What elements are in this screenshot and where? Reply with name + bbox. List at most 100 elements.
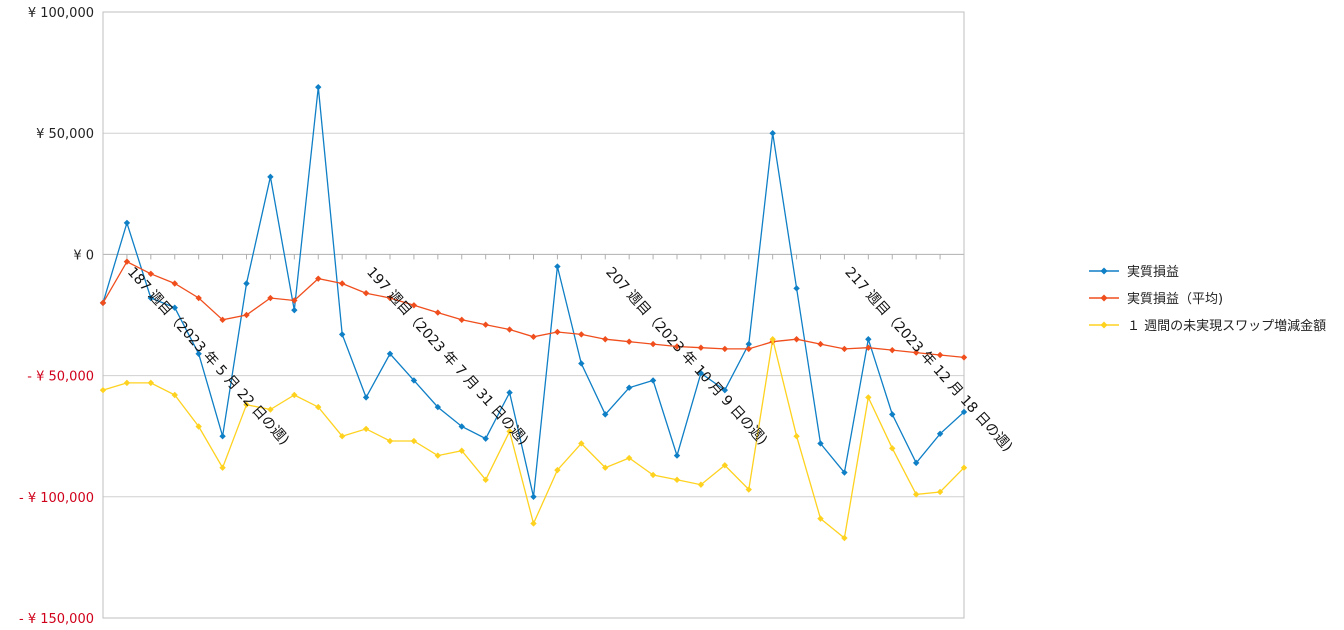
x-axis-label: 217 週目（2023 年 12 月 18 日の週) xyxy=(841,264,1015,455)
data-point xyxy=(219,464,226,471)
series-line xyxy=(102,87,965,497)
data-point xyxy=(865,336,872,343)
data-point xyxy=(649,471,657,479)
data-point xyxy=(434,309,442,316)
data-point xyxy=(147,270,155,277)
data-point xyxy=(291,391,298,399)
series-group xyxy=(99,83,968,542)
data-point xyxy=(721,462,729,469)
data-point xyxy=(482,476,489,484)
legend-swatch-marker xyxy=(1100,321,1108,329)
data-point xyxy=(267,406,274,413)
data-point xyxy=(673,452,681,459)
data-point xyxy=(458,447,465,454)
y-tick-label: - ¥ 150,000 xyxy=(19,612,94,627)
series-0 xyxy=(99,83,968,500)
data-point xyxy=(386,294,394,302)
data-point xyxy=(745,345,752,353)
plot-area xyxy=(102,11,965,619)
data-point xyxy=(171,304,178,311)
data-point xyxy=(841,345,848,353)
x-axis-label: 207 週目（2023 年 10 月 9 日の週) xyxy=(602,264,770,448)
gridlines xyxy=(102,11,965,619)
data-point xyxy=(219,316,226,324)
data-point xyxy=(362,425,370,433)
legend-label: １ 週間の未実現スワップ増減金額 xyxy=(1127,318,1326,334)
data-point xyxy=(817,515,824,522)
data-point xyxy=(243,280,250,287)
data-point xyxy=(171,280,178,287)
data-point xyxy=(243,311,250,319)
data-point xyxy=(506,326,513,333)
data-point xyxy=(267,173,274,181)
data-point xyxy=(649,340,657,348)
data-point xyxy=(912,459,920,467)
data-point xyxy=(817,440,824,447)
data-point xyxy=(195,294,202,302)
data-point xyxy=(506,428,513,435)
data-point xyxy=(602,336,609,343)
data-point xyxy=(219,433,226,440)
series-line xyxy=(102,260,965,359)
data-point xyxy=(243,401,250,408)
data-point xyxy=(99,386,107,394)
y-tick-label: ¥ 100,000 xyxy=(28,6,94,21)
data-point xyxy=(147,379,155,387)
data-point xyxy=(602,411,609,418)
data-point xyxy=(362,289,370,297)
data-point xyxy=(530,333,537,341)
data-point xyxy=(936,351,944,359)
data-point xyxy=(673,343,681,350)
data-point xyxy=(578,440,585,447)
legend-item: 実質損益 xyxy=(1089,264,1179,280)
y-axis-ticks: ¥ 100,000 ¥ 50,000 ¥ 0 - ¥ 50,000 - ¥ 100,00… xyxy=(19,6,94,627)
data-point xyxy=(506,389,513,396)
data-point xyxy=(291,306,298,314)
data-point xyxy=(386,437,394,445)
data-point xyxy=(697,481,705,488)
y-tick-label: - ¥ 100,000 xyxy=(19,491,94,506)
y-tick-label: ¥ 0 xyxy=(73,248,94,263)
data-point xyxy=(649,377,657,384)
data-point xyxy=(458,316,465,324)
data-point xyxy=(291,297,298,304)
data-point xyxy=(936,488,944,496)
data-point xyxy=(315,275,322,282)
data-point xyxy=(530,520,537,527)
data-point xyxy=(841,534,848,542)
data-point xyxy=(267,294,274,302)
data-point xyxy=(99,299,107,307)
data-point xyxy=(458,423,465,430)
data-point xyxy=(123,379,131,387)
data-point xyxy=(625,338,633,345)
data-point xyxy=(147,294,155,302)
data-point xyxy=(912,349,920,356)
data-point xyxy=(195,423,202,430)
data-point xyxy=(889,411,896,418)
data-point xyxy=(530,493,537,500)
data-point xyxy=(171,391,178,399)
data-point xyxy=(745,340,752,348)
legend-item: 実質損益（平均) xyxy=(1089,291,1223,307)
data-point xyxy=(315,403,322,411)
x-axis-label: 187 週目（2023 年 5 月 22 日の週) xyxy=(124,264,292,448)
data-point xyxy=(769,130,776,137)
series-1 xyxy=(99,258,968,361)
data-point xyxy=(889,346,896,354)
data-point xyxy=(338,280,346,287)
legend-label: 実質損益 xyxy=(1127,264,1179,280)
data-point xyxy=(602,464,609,471)
data-point xyxy=(338,433,346,440)
data-point xyxy=(554,263,561,270)
data-point xyxy=(912,491,920,498)
data-point xyxy=(625,384,633,391)
series-line xyxy=(102,339,965,540)
legend-swatch-marker xyxy=(1100,267,1108,275)
data-point xyxy=(578,360,585,367)
data-point xyxy=(123,219,131,227)
data-point xyxy=(625,454,633,462)
data-point xyxy=(697,344,705,351)
data-point xyxy=(673,476,681,484)
data-point xyxy=(769,336,776,343)
